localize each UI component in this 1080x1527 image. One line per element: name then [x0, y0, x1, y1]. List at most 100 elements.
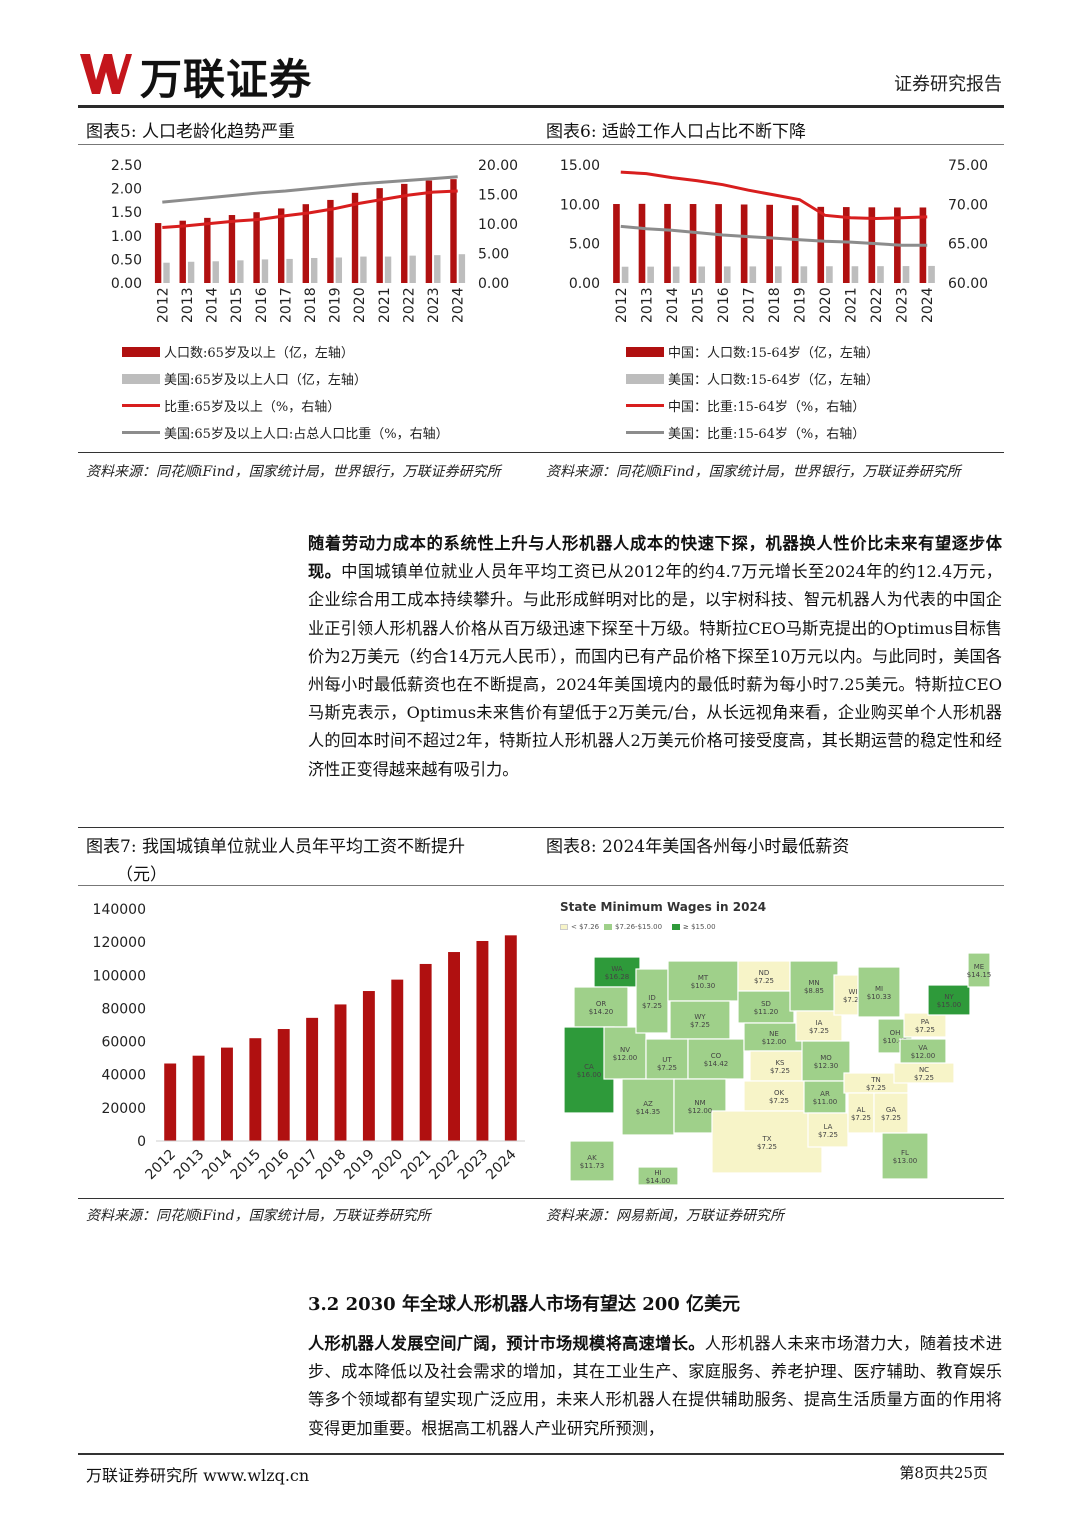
state-wage-label: $7.25: [915, 1026, 935, 1034]
bar-series-1: [450, 179, 457, 283]
fig5-legend-1: 人口数:65岁及以上（亿，左轴）: [122, 342, 354, 361]
bar-series-2: [261, 259, 269, 283]
bar-series-2: [877, 266, 884, 283]
state-nd: [737, 960, 791, 992]
fig6-legend-3: 中国：比重:15-64岁（%，右轴）: [626, 396, 865, 415]
state-wage-label: $10.45: [883, 1037, 908, 1045]
fig6-title: 图表6: 适龄工作人口占比不断下降: [546, 122, 806, 142]
bar-series-1: [302, 204, 309, 283]
x-tick-label: 2020: [352, 287, 368, 323]
legend-swatch-line: [626, 404, 664, 407]
map-legend-mid: $7.26-$15.00: [604, 923, 662, 931]
us-map: WA$16.28OR$14.20CA$16.00NV$12.00ID$7.25M…: [563, 952, 991, 1186]
state-tx: [711, 1110, 823, 1174]
x-tick-label: 2016: [256, 1146, 293, 1183]
y-right-tick-label: 75.00: [948, 158, 988, 174]
x-tick-label: 2021: [377, 287, 393, 323]
y-left-tick-label: 2.50: [111, 158, 142, 174]
footer-rule: [78, 1453, 1004, 1455]
map-legend-low: < $7.26: [560, 923, 599, 931]
bar-series-1: [689, 204, 697, 283]
bar: [504, 935, 517, 1141]
x-tick-label: 2024: [920, 287, 936, 323]
state-wage-label: $7.25: [690, 1021, 710, 1029]
bar-series-1: [401, 183, 408, 283]
state-wage-label: $7.25: [770, 1067, 790, 1075]
fig5-legend-4: 美国:65岁及以上人口:占总人口比重（%，右轴）: [122, 423, 449, 442]
state-wage-label: $7.25: [754, 977, 774, 985]
state-ak: [569, 1140, 615, 1182]
fig78-bottom-rule: [78, 1198, 1004, 1199]
state-abbr-label: OH: [890, 1029, 901, 1037]
page-number: 第8页共25页: [899, 1464, 988, 1482]
state-abbr-label: IA: [816, 1019, 823, 1027]
paragraph-1-body: 中国城镇单位就业人员年平均工资已从2012年的约4.7万元增长至2024年的约1…: [308, 562, 1002, 779]
y-tick-label: 40000: [101, 1068, 146, 1084]
x-tick-label: 2023: [455, 1147, 492, 1184]
bar-series-2: [621, 266, 629, 283]
y-left-tick-label: 0.00: [111, 276, 142, 292]
state-wage-label: $7.25: [657, 1064, 677, 1072]
line-series-1: [620, 170, 928, 220]
state-wage-label: $12.00: [613, 1054, 638, 1062]
x-tick-label: 2020: [818, 287, 834, 323]
state-mt: [667, 960, 739, 1002]
state-wage-label: $13.00: [893, 1157, 918, 1165]
y-tick-label: 100000: [93, 968, 146, 984]
state-abbr-label: AZ: [643, 1100, 653, 1108]
state-abbr-label: NY: [944, 993, 954, 1001]
bar-series-2: [335, 257, 343, 283]
y-tick-label: 80000: [101, 1001, 146, 1017]
x-tick-label: 2023: [426, 287, 442, 323]
bar: [192, 1055, 205, 1141]
state-wage-label: $7.25: [642, 1002, 662, 1010]
state-wage-label: $7.25: [914, 1074, 934, 1082]
legend-swatch-line: [122, 404, 160, 407]
bar-series-1: [715, 204, 722, 283]
y-right-tick-label: 20.00: [478, 158, 518, 174]
state-ne: [743, 1022, 805, 1052]
state-hi: [637, 1166, 679, 1186]
x-tick-label: 2013: [171, 1147, 208, 1184]
map-legend-label: < $7.26: [571, 923, 600, 931]
y-right-tick-label: 15.00: [478, 188, 518, 204]
state-al: [847, 1092, 875, 1134]
x-tick-label: 2015: [228, 1147, 265, 1184]
x-tick-label: 2019: [793, 287, 809, 323]
state-abbr-label: CA: [584, 1063, 594, 1071]
y-left-tick-label: 1.00: [111, 229, 142, 245]
state-wage-label: $11.20: [754, 1008, 779, 1016]
state-abbr-label: LA: [824, 1123, 833, 1131]
state-abbr-label: MO: [820, 1054, 832, 1062]
state-abbr-label: MN: [808, 979, 819, 987]
y-right-tick-label: 70.00: [948, 197, 988, 213]
x-tick-label: 2017: [278, 287, 294, 323]
map-legend-swatch: [604, 924, 612, 930]
state-abbr-label: CO: [711, 1052, 722, 1060]
bar-series-2: [749, 266, 757, 283]
logo-w-icon: [80, 54, 132, 94]
x-tick-label: 2019: [341, 1147, 378, 1184]
state-wage-label: $12.00: [911, 1052, 936, 1060]
x-tick-label: 2019: [328, 287, 344, 323]
fig7-title-unit: （元）: [116, 865, 167, 885]
state-abbr-label: VA: [918, 1044, 927, 1052]
y-right-tick-label: 65.00: [948, 237, 988, 253]
y-left-tick-label: 0.00: [569, 276, 600, 292]
bar: [448, 952, 460, 1141]
state-ny: [927, 984, 971, 1016]
bar-series-1: [740, 204, 748, 283]
state-abbr-label: WY: [694, 1013, 706, 1021]
fig5-title: 图表5: 人口老龄化趋势严重: [86, 122, 295, 142]
fig6-legend-2: 美国：人口数:15-64岁（亿，左轴）: [626, 369, 879, 388]
x-tick-label: 2018: [767, 287, 783, 323]
state-va: [899, 1038, 947, 1064]
map-title: State Minimum Wages in 2024: [560, 900, 767, 914]
x-tick-label: 2013: [180, 287, 196, 323]
y-left-tick-label: 1.50: [111, 205, 142, 221]
bar-series-1: [253, 212, 260, 283]
state-abbr-label: AK: [587, 1154, 597, 1162]
state-abbr-label: NV: [620, 1046, 630, 1054]
map-legend-label: ≥ $15.00: [683, 923, 716, 931]
legend-swatch-bar: [626, 373, 664, 384]
